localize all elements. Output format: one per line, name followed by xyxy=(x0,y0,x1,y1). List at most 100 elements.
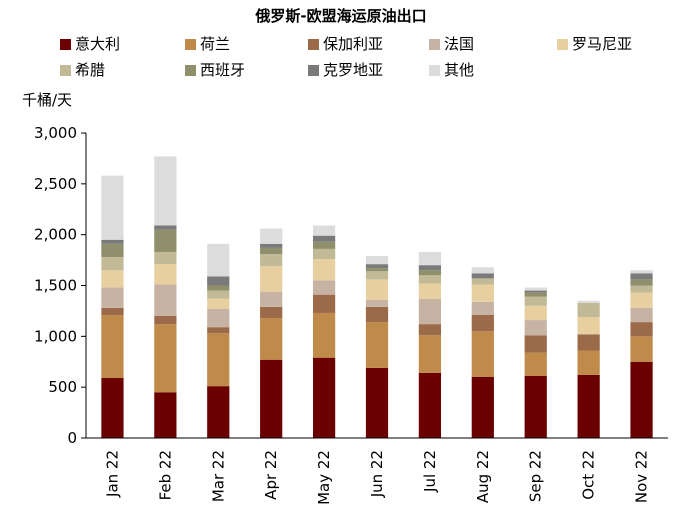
bar-segment xyxy=(471,284,494,302)
bar-segment xyxy=(154,264,177,285)
bar-segment xyxy=(154,324,177,393)
bar-segment xyxy=(418,372,442,438)
bar-segment xyxy=(524,352,547,376)
legend-item: 希腊 xyxy=(60,61,105,79)
legend-swatch xyxy=(308,65,319,76)
bar-segment xyxy=(630,279,653,286)
bar-segment xyxy=(524,290,547,293)
bar-segment xyxy=(101,287,124,308)
legend-swatch xyxy=(429,39,440,50)
bar-segment xyxy=(471,331,494,377)
bar-segment xyxy=(101,243,124,258)
legend-label: 罗马尼亚 xyxy=(572,35,632,53)
legend-swatch xyxy=(185,65,196,76)
x-tick-label: Feb 22 xyxy=(156,450,174,500)
bar-segment xyxy=(207,308,230,328)
bar-segment xyxy=(101,239,124,244)
bar-segment xyxy=(101,307,124,315)
bar-segment xyxy=(418,298,442,325)
bar-segment xyxy=(207,333,230,387)
legend-label: 克罗地亚 xyxy=(323,61,383,79)
bar-segment xyxy=(154,316,177,325)
y-tick-label: 500 xyxy=(48,378,77,396)
bar-segment xyxy=(312,357,336,438)
legend-label: 西班牙 xyxy=(200,61,245,79)
x-tick-label: Jul 22 xyxy=(421,450,439,493)
bar-segment xyxy=(630,336,653,362)
bar-segment xyxy=(260,253,283,267)
bar-segment xyxy=(312,259,336,281)
y-axis: 0 500 1,000 1,500 2,000 2,500 3,000 xyxy=(34,124,87,447)
bar-segment xyxy=(101,270,124,288)
bar-segment xyxy=(365,306,389,323)
bar-segment xyxy=(471,301,494,315)
bar-segment xyxy=(418,275,442,284)
bar-segment xyxy=(260,247,283,254)
x-tick-label: May 22 xyxy=(315,450,333,505)
bar-segment xyxy=(630,292,653,308)
bar-stack xyxy=(365,256,389,438)
bar-segment xyxy=(312,280,336,295)
x-tick-label: Sep 22 xyxy=(527,450,545,502)
y-tick-label: 2,000 xyxy=(34,226,77,244)
bar-segment xyxy=(101,257,124,271)
bar-segment xyxy=(524,292,547,297)
bar-segment xyxy=(630,361,653,438)
legend-swatch xyxy=(185,39,196,50)
bar-segment xyxy=(365,367,389,438)
bar-segment xyxy=(154,392,177,438)
y-tick-label: 1,000 xyxy=(34,327,77,345)
legend-label: 荷兰 xyxy=(200,35,230,53)
bar-segment xyxy=(471,273,494,279)
bar-segment xyxy=(577,302,600,318)
bar-segment xyxy=(577,317,600,335)
bar-stack xyxy=(524,287,547,438)
bar-segment xyxy=(312,225,336,236)
bar-segment xyxy=(154,251,177,265)
bar-segment xyxy=(154,284,177,316)
legend-item: 保加利亚 xyxy=(308,35,383,53)
x-tick-label: Aug 22 xyxy=(474,450,492,503)
bar-segment xyxy=(365,299,389,307)
bar-segment xyxy=(630,273,653,280)
bar-segment xyxy=(101,175,124,240)
bar-stack xyxy=(471,267,494,438)
legend-item: 罗马尼亚 xyxy=(557,35,632,53)
bar-segment xyxy=(154,225,177,230)
bar-segment xyxy=(260,266,283,292)
bar-segment xyxy=(471,314,494,332)
bar-segment xyxy=(418,265,442,271)
x-axis: Jan 22 Feb 22 Mar 22 Apr 22 May 22 Jun 22 Jul … xyxy=(86,437,668,505)
bar-segment xyxy=(365,322,389,368)
legend-item: 意大利 xyxy=(60,35,120,53)
bar-segment xyxy=(207,386,230,438)
bar-segment xyxy=(207,327,230,334)
legend-swatch xyxy=(60,65,71,76)
bar-segment xyxy=(260,243,283,248)
bar-segment xyxy=(260,228,283,244)
x-tick-label: Apr 22 xyxy=(262,450,280,500)
bar-segment xyxy=(365,279,389,300)
bar-segment xyxy=(524,305,547,321)
legend-item: 荷兰 xyxy=(185,35,230,53)
y-tick-label: 0 xyxy=(67,429,77,447)
bar-segment xyxy=(524,296,547,306)
legend-label: 法国 xyxy=(444,35,474,53)
legend-label: 意大利 xyxy=(75,35,120,53)
bar-segment xyxy=(260,318,283,360)
bar-segment xyxy=(577,300,600,303)
bar-stack xyxy=(260,228,283,438)
legend-label: 其他 xyxy=(444,61,474,79)
bar-segment xyxy=(577,334,600,351)
bar-segment xyxy=(260,291,283,307)
x-tick-label: Nov 22 xyxy=(633,450,651,503)
legend-label: 保加利亚 xyxy=(323,35,383,53)
bar-segment xyxy=(524,287,547,291)
y-axis-label: 千桶/天 xyxy=(22,91,72,109)
bar-segment xyxy=(154,156,177,226)
x-tick-label: Mar 22 xyxy=(209,450,227,502)
bar-segment xyxy=(312,312,336,358)
bar-segment xyxy=(365,271,389,280)
bar-stack xyxy=(630,270,653,438)
bar-segment xyxy=(418,324,442,336)
